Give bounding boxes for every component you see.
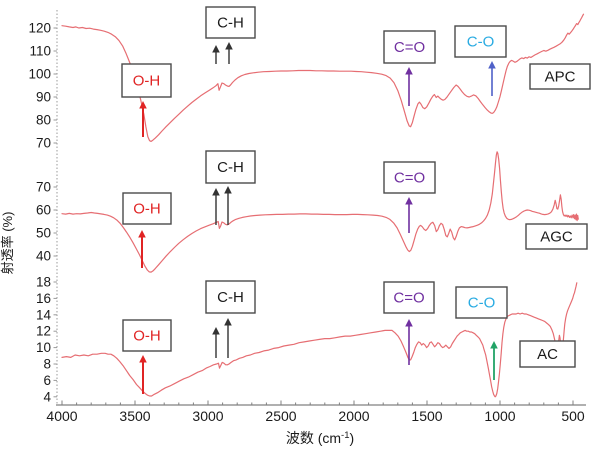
series-ac [61,282,578,398]
sample-label: AGC [540,229,573,246]
y-tick-label: 50 [36,226,51,241]
annotation-label: C=O [394,39,425,56]
annotation-label: C-H [217,289,244,306]
series-apc [61,13,585,142]
x-tick-label: 1500 [411,408,442,424]
annotation-arrowhead [139,355,147,363]
annotation-box [455,286,508,319]
x-tick-label: 500 [561,408,585,424]
series-agc [61,151,579,273]
sample-label: AC [537,346,558,363]
y-tick-label: 80 [36,113,51,128]
x-tick-label: 3000 [192,408,223,424]
y-tick-label: 8 [43,357,51,372]
annotation-arrowhead [488,61,496,69]
x-axis-title-main: 波数 (cm [286,430,341,446]
y-tick-label: 70 [36,136,51,151]
plot-area: 4000 3500 3000 2500 2000 1500 1000 500 120 110 100… [28,6,591,424]
annotation-label: C-O [467,34,495,51]
annotation-label: C-H [217,15,244,32]
annotation-box [383,30,436,64]
y-tick-label: 14 [36,307,52,322]
annotation-label: C-H [217,159,244,176]
annotation-arrowhead [212,188,220,196]
y-tick-label: 16 [36,291,51,306]
annotation-box [383,161,436,194]
y-tick-label: 18 [36,275,51,290]
annotation-label: O-H [133,201,161,218]
annotation-box [454,25,507,58]
annotation-arrowhead [138,230,146,238]
annotation-arrowhead [224,186,232,194]
annotation-box [205,280,256,314]
y-tick-label: 110 [29,44,51,59]
annotation-label: O-H [133,328,161,345]
annotation-box [121,63,172,98]
sample-label-box [519,340,576,368]
annotation-arrowhead [405,319,413,327]
annotation-arrowhead [405,197,413,205]
x-axis-title-sup: -1 [341,430,349,441]
annotation-box [122,192,172,225]
sample-label-box [529,63,591,90]
annotation-label: C=O [393,290,424,307]
annotation-arrowhead [212,45,220,53]
annotation-label: C=O [394,170,425,187]
y-tick-label: 60 [36,203,51,218]
sample-label-box [525,223,588,250]
y-tick-label: 10 [36,340,51,355]
x-tick-label: 4000 [46,408,77,424]
annotation-box [205,150,256,184]
x-tick-label: 2500 [265,408,296,424]
sample-label: APC [545,69,576,86]
annotation-arrowhead [212,327,220,335]
x-tick-label: 2000 [338,408,369,424]
x-tick-label: 1000 [484,408,515,424]
annotation-box [122,319,172,352]
y-tick-label: 70 [36,180,51,195]
y-tick-label: 6 [43,373,51,388]
annotation-arrowhead [490,341,498,349]
annotation-label: O-H [133,73,161,90]
y-axis-title: 射透率 (%) [0,212,15,275]
y-tick-label: 90 [36,90,51,105]
annotation-label: C-O [468,295,496,312]
y-tick-label: 100 [28,67,51,82]
annotation-arrowhead [139,101,147,109]
x-axis-title: 波数 (cm-1) [286,430,354,446]
annotation-arrowhead [225,42,233,50]
x-tick-label: 3500 [119,408,150,424]
annotation-box [205,6,256,39]
y-tick-label: 12 [36,324,51,339]
y-tick-label: 120 [28,21,51,36]
y-tick-label: 40 [36,249,51,264]
x-axis-title-end: ) [350,430,355,446]
annotation-arrowhead [224,318,232,326]
annotation-arrowhead [405,67,413,75]
annotation-box [383,281,435,314]
y-tick-label: 4 [43,389,51,404]
